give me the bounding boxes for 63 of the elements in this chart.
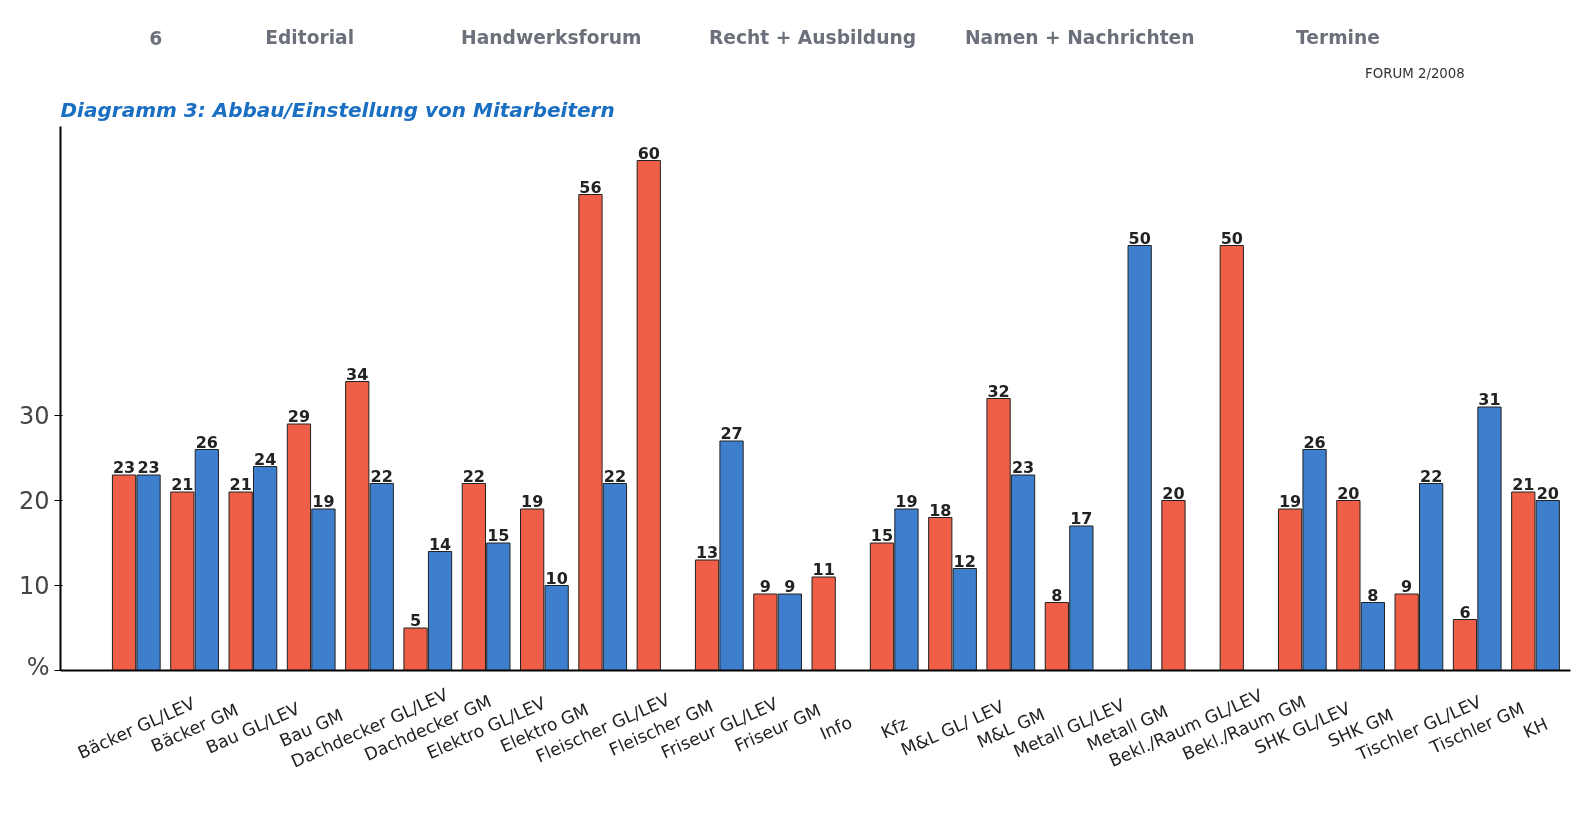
data-label: 11	[812, 560, 835, 579]
data-label: 34	[346, 364, 369, 384]
data-label: 50	[1128, 228, 1151, 248]
bar	[1219, 245, 1244, 671]
data-label: 8	[1051, 585, 1063, 605]
y-tick-label: 10	[18, 571, 50, 600]
text: Editorial	[265, 27, 355, 48]
data-label: 20	[1337, 483, 1360, 503]
data-label: 5	[409, 611, 422, 630]
data-label: 32	[987, 381, 1010, 401]
text: FORUM 2/2008	[1365, 66, 1465, 81]
data-label: 9	[1401, 577, 1413, 596]
data-label: 21	[171, 475, 194, 494]
data-label: 24	[254, 449, 277, 469]
data-label: 22	[462, 466, 485, 486]
data-label: 19	[521, 492, 544, 511]
text: Handwerksforum	[461, 27, 642, 48]
data-label: 19	[1278, 492, 1302, 511]
data-label: 26	[195, 432, 218, 452]
data-label: 20	[1162, 483, 1185, 503]
data-label: 18	[929, 500, 952, 520]
text: 6	[149, 27, 163, 49]
data-label: 15	[870, 526, 894, 545]
data-label: 22	[603, 466, 627, 486]
data-label: 21	[1512, 475, 1535, 494]
data-label: 12	[953, 551, 976, 571]
text: Termine	[1296, 27, 1380, 48]
y-tick-label: 30	[18, 401, 50, 430]
data-label: 19	[312, 492, 335, 511]
data-label: 13	[695, 543, 719, 562]
text: Recht + Ausbildung	[708, 27, 917, 48]
bar	[811, 576, 836, 671]
data-label: 9	[759, 577, 771, 596]
data-label: 29	[287, 407, 311, 426]
data-label: 14	[428, 534, 452, 554]
bar	[636, 160, 661, 671]
data-label: 31	[1478, 390, 1501, 409]
y-tick-label: %	[26, 652, 50, 681]
data-label: 17	[1070, 509, 1093, 528]
data-label: 60	[637, 143, 660, 163]
data-label: 22	[370, 466, 393, 486]
data-label: 21	[229, 475, 252, 494]
data-label: 6	[1459, 602, 1471, 622]
data-label: 19	[895, 492, 918, 511]
bar	[1161, 500, 1186, 671]
text: Namen + Nachrichten	[964, 27, 1195, 48]
data-label: 20	[1536, 483, 1559, 503]
x-tick-label: KH	[1520, 713, 1551, 743]
data-label: 10	[545, 568, 568, 588]
data-label: 9	[784, 577, 796, 596]
data-label: 23	[1011, 458, 1035, 477]
data-label: 15	[487, 526, 510, 545]
data-label: 23	[137, 458, 160, 477]
data-label: 23	[112, 458, 136, 477]
data-label: 50	[1220, 228, 1243, 248]
data-label: 26	[1303, 432, 1326, 452]
y-tick-label: 20	[18, 486, 50, 515]
data-label: 56	[579, 177, 602, 197]
chart-title: Diagramm 3: Abbau/Einstellung von Mitarbeitern	[60, 97, 615, 122]
data-label: 27	[720, 424, 743, 443]
data-label: 8	[1367, 585, 1379, 605]
bar	[1127, 245, 1152, 671]
data-label: 22	[1420, 466, 1443, 486]
